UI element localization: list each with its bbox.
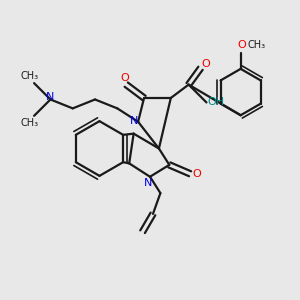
Text: N: N [46,92,54,102]
Text: N: N [144,178,153,188]
Text: OH: OH [207,98,224,107]
Text: CH₃: CH₃ [248,40,266,50]
Text: N: N [130,116,139,126]
Text: CH₃: CH₃ [21,71,39,81]
Text: O: O [202,59,210,69]
Text: CH₃: CH₃ [21,118,39,128]
Text: O: O [238,40,247,50]
Text: O: O [120,73,129,83]
Text: O: O [192,169,201,179]
